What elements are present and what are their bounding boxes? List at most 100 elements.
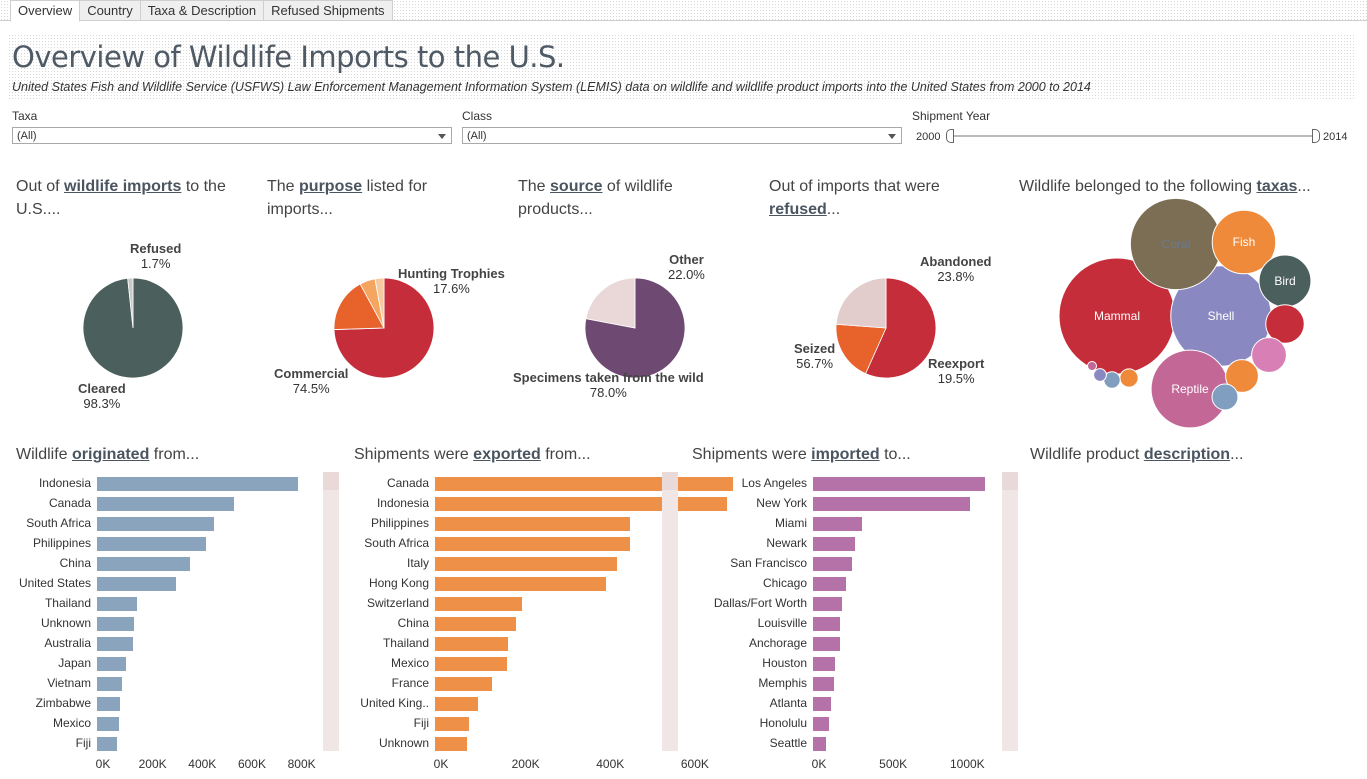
taxa-filter-select[interactable]: (All) [12, 127, 452, 144]
pie-slice-other[interactable] [585, 277, 636, 329]
bar-newark[interactable] [813, 537, 856, 551]
bar-indonesia[interactable] [97, 477, 299, 491]
taxa-bubble-chart[interactable]: Mammal Shell Coral Reptile Fish Bird [1058, 197, 1312, 429]
bubble-minor-12[interactable] [1093, 368, 1107, 382]
treemap-cell[interactable] [1249, 476, 1302, 600]
bar-atlanta[interactable] [813, 697, 831, 711]
description-link[interactable]: description [1143, 446, 1231, 463]
bar-vietnam[interactable] [97, 677, 122, 691]
bubble-minor-7[interactable] [1251, 337, 1287, 373]
bubble-minor-13[interactable] [1087, 361, 1097, 371]
treemap-cell[interactable] [1302, 476, 1350, 600]
scrollbar-thumb[interactable] [1002, 472, 1018, 490]
treemap-cell[interactable] [1243, 680, 1286, 720]
pie-slice-hunting-trophies[interactable] [333, 283, 385, 330]
bar-south-africa[interactable] [97, 517, 214, 531]
class-filter-select[interactable]: (All) [462, 127, 902, 144]
purpose-link[interactable]: purpose [299, 178, 363, 195]
bar-louisville[interactable] [813, 617, 841, 631]
bar-new-york[interactable] [813, 497, 971, 511]
bar-miami[interactable] [813, 517, 862, 531]
slider-handle-max[interactable] [1312, 129, 1320, 143]
bar-switzerland[interactable] [435, 597, 522, 611]
originated-link[interactable]: originated [72, 446, 150, 463]
imports-pie-chart[interactable] [82, 277, 184, 379]
pie-slice-other-3[interactable] [374, 277, 385, 329]
vertical-scrollbar[interactable] [662, 472, 678, 751]
bar-japan[interactable] [97, 657, 126, 671]
bar-mexico[interactable] [97, 717, 119, 731]
vertical-scrollbar[interactable] [1002, 472, 1018, 751]
bar-thailand[interactable] [435, 637, 508, 651]
bar-united-king-[interactable] [435, 697, 479, 711]
source-link[interactable]: source [550, 178, 603, 195]
tab-country[interactable]: Country [79, 0, 141, 20]
bar-canada[interactable] [97, 497, 234, 511]
vertical-scrollbar[interactable] [323, 472, 339, 751]
bar-indonesia[interactable] [435, 497, 727, 511]
bubble-minor-8[interactable] [1225, 359, 1259, 393]
bar-united-states[interactable] [97, 577, 177, 591]
treemap-cell-small-group[interactable] [1286, 680, 1350, 775]
bar-seattle[interactable] [813, 737, 827, 751]
bubble-fish[interactable] [1211, 209, 1277, 275]
bar-memphis[interactable] [813, 677, 834, 691]
bar-philippines[interactable] [97, 537, 207, 551]
treemap-cell-shell-product[interactable]: Shell product (mollusc or turtle) [1176, 476, 1249, 600]
exported-link[interactable]: exported [473, 446, 541, 463]
bar-thailand[interactable] [97, 597, 137, 611]
treemap-cell-trophy[interactable]: Trophy (all the parts of one animal) [1030, 666, 1176, 775]
pie-slice-refused[interactable] [127, 277, 134, 329]
bar-canada[interactable] [435, 477, 734, 491]
treemap-cell-meat[interactable]: Meat [1176, 680, 1243, 720]
scrollbar-thumb[interactable] [323, 472, 339, 490]
refused-pie-chart[interactable] [835, 277, 937, 379]
bar-mexico[interactable] [435, 657, 507, 671]
treemap-cell[interactable] [1176, 600, 1226, 680]
taxas-link[interactable]: taxas [1256, 178, 1298, 195]
source-pie-chart[interactable] [584, 277, 686, 379]
slider-handle-min[interactable] [946, 129, 954, 143]
imports-link[interactable]: wildlife imports [64, 178, 182, 195]
scrollbar-thumb[interactable] [662, 472, 678, 490]
tab-overview[interactable]: Overview [10, 0, 81, 22]
treemap-cell-shoe[interactable]: Shoe [1226, 600, 1272, 680]
purpose-pie-chart[interactable] [333, 277, 435, 379]
bar-san-francisco[interactable] [813, 557, 852, 571]
year-range-slider[interactable]: 2000 2014 [912, 127, 1352, 145]
bar-fiji[interactable] [435, 717, 469, 731]
bar-south-africa[interactable] [435, 537, 630, 551]
treemap-cell[interactable] [1176, 720, 1243, 775]
pie-slice-reexport[interactable] [835, 323, 887, 375]
treemap-cell-live-specimens[interactable]: Live specimens (live animals or plants) [1030, 476, 1176, 666]
bar-china[interactable] [435, 617, 517, 631]
tab-taxa-description[interactable]: Taxa & Description [139, 0, 265, 20]
bar-fiji[interactable] [97, 737, 117, 751]
treemap-cell[interactable] [1243, 720, 1286, 775]
pie-slice-commercial[interactable] [333, 277, 435, 379]
bar-italy[interactable] [435, 557, 617, 571]
tab-refused-shipments[interactable]: Refused Shipments [263, 0, 393, 20]
bar-unknown[interactable] [97, 617, 134, 631]
bubble-minor-9[interactable] [1211, 383, 1239, 411]
bar-philippines[interactable] [435, 517, 630, 531]
bar-china[interactable] [97, 557, 191, 571]
bar-los-angeles[interactable] [813, 477, 986, 491]
bar-dallas-fort-worth[interactable] [813, 597, 842, 611]
bubble-minor-6[interactable] [1265, 304, 1305, 344]
bar-unknown[interactable] [435, 737, 467, 751]
refused-link[interactable]: refused [769, 201, 827, 218]
bar-anchorage[interactable] [813, 637, 840, 651]
bar-honolulu[interactable] [813, 717, 830, 731]
pie-slice-seized[interactable] [865, 277, 937, 379]
bar-australia[interactable] [97, 637, 133, 651]
bubble-minor-10[interactable] [1119, 368, 1139, 388]
imported-link[interactable]: imported [811, 446, 880, 463]
bar-chicago[interactable] [813, 577, 847, 591]
treemap-cell[interactable] [1315, 600, 1350, 680]
bar-houston[interactable] [813, 657, 836, 671]
pie-slice-abandoned[interactable] [835, 277, 887, 329]
bar-hong-kong[interactable] [435, 577, 607, 591]
bar-zimbabwe[interactable] [97, 697, 120, 711]
bar-france[interactable] [435, 677, 493, 691]
